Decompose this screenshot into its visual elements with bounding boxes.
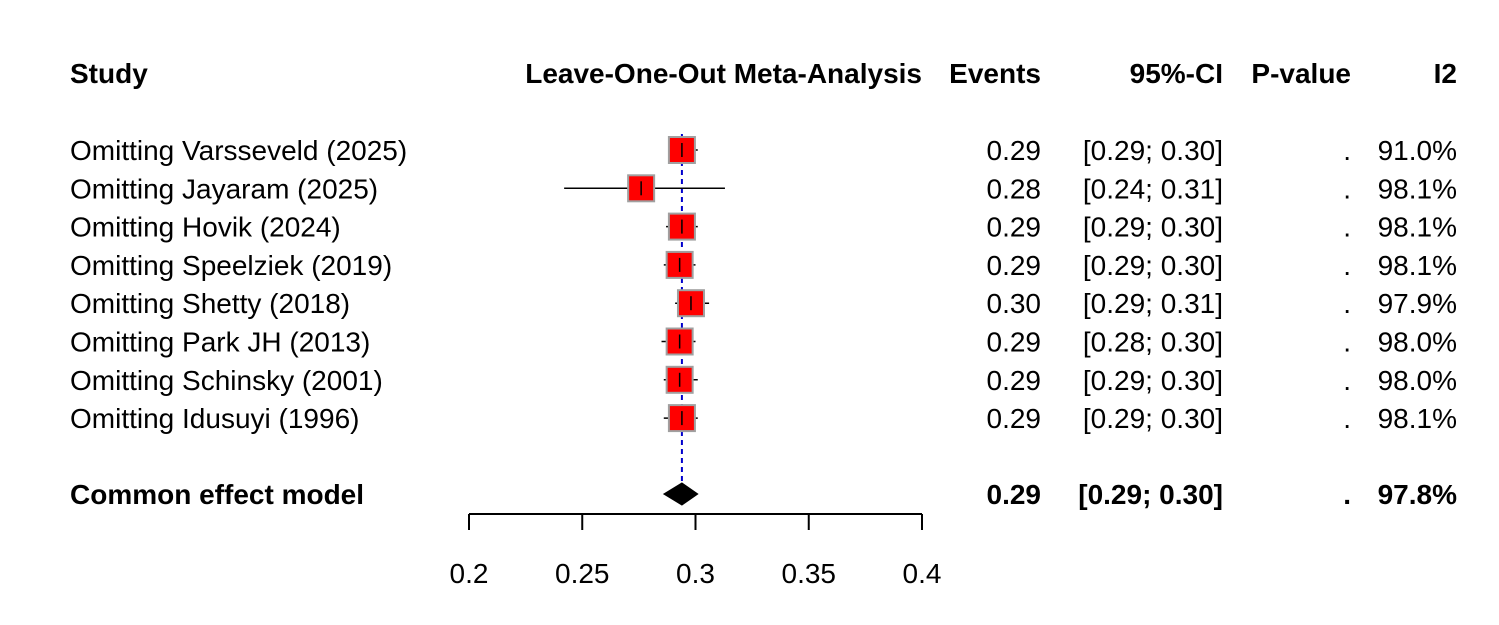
study-label: Omitting Park JH (2013) (70, 327, 370, 358)
study-label: Omitting Schinsky (2001) (70, 365, 383, 396)
x-tick-label: 0.4 (903, 558, 942, 589)
pvalue-value: . (1343, 403, 1351, 434)
pvalue-value: . (1343, 365, 1351, 396)
i2-value: 97.8% (1378, 479, 1457, 510)
study-label: Omitting Hovik (2024) (70, 212, 341, 243)
i2-value: 98.1% (1378, 250, 1457, 281)
events-value: 0.29 (987, 250, 1042, 281)
events-value: 0.29 (987, 479, 1042, 510)
study-label: Omitting Idusuyi (1996) (70, 403, 359, 434)
i2-value: 98.0% (1378, 365, 1457, 396)
x-tick-label: 0.25 (555, 558, 610, 589)
events-value: 0.30 (987, 288, 1042, 319)
header-i2: I2 (1434, 58, 1457, 89)
ci-value: [0.29; 0.30] (1078, 479, 1223, 510)
x-axis: 0.2 0.25 0.3 0.35 0.4 (450, 513, 942, 589)
pvalue-value: . (1343, 250, 1351, 281)
pvalue-value: . (1343, 173, 1351, 204)
i2-value: 98.1% (1378, 403, 1457, 434)
header-ci: 95%-CI (1130, 58, 1223, 89)
pvalue-value: . (1343, 288, 1351, 319)
effect-square (665, 250, 694, 279)
events-value: 0.29 (987, 403, 1042, 434)
study-label: Omitting Varsseveld (2025) (70, 135, 407, 166)
ci-value: [0.24; 0.31] (1083, 173, 1223, 204)
i2-value: 98.1% (1378, 173, 1457, 204)
pvalue-value: . (1343, 212, 1351, 243)
study-label: Common effect model (70, 479, 364, 510)
events-value: 0.28 (987, 173, 1042, 204)
events-value: 0.29 (987, 365, 1042, 396)
header-plot: Leave-One-Out Meta-Analysis (525, 58, 922, 89)
x-tick-label: 0.2 (450, 558, 489, 589)
pooled-diamond (662, 482, 699, 506)
ci-value: [0.29; 0.31] (1083, 288, 1223, 319)
events-value: 0.29 (987, 212, 1042, 243)
study-label: Omitting Shetty (2018) (70, 288, 350, 319)
header-events: Events (949, 58, 1041, 89)
x-tick-label: 0.35 (782, 558, 837, 589)
i2-value: 98.1% (1378, 212, 1457, 243)
plot-area (564, 134, 725, 506)
study-label: Omitting Jayaram (2025) (70, 173, 378, 204)
x-tick-label: 0.3 (676, 558, 715, 589)
pvalue-value: . (1343, 479, 1351, 510)
i2-value: 91.0% (1378, 135, 1457, 166)
ci-value: [0.29; 0.30] (1083, 135, 1223, 166)
events-value: 0.29 (987, 135, 1042, 166)
ci-value: [0.29; 0.30] (1083, 250, 1223, 281)
ci-value: [0.29; 0.30] (1083, 212, 1223, 243)
study-rows: Omitting Varsseveld (2025) 0.29 [0.29; 0.3… (70, 135, 1457, 510)
i2-value: 98.0% (1378, 327, 1457, 358)
header-study: Study (70, 58, 148, 89)
pvalue-value: . (1343, 327, 1351, 358)
header-pvalue: P-value (1251, 58, 1351, 89)
pvalue-value: . (1343, 135, 1351, 166)
ci-value: [0.28; 0.30] (1083, 327, 1223, 358)
ci-value: [0.29; 0.30] (1083, 365, 1223, 396)
i2-value: 97.9% (1378, 288, 1457, 319)
study-label: Omitting Speelziek (2019) (70, 250, 392, 281)
events-value: 0.29 (987, 327, 1042, 358)
ci-value: [0.29; 0.30] (1083, 403, 1223, 434)
